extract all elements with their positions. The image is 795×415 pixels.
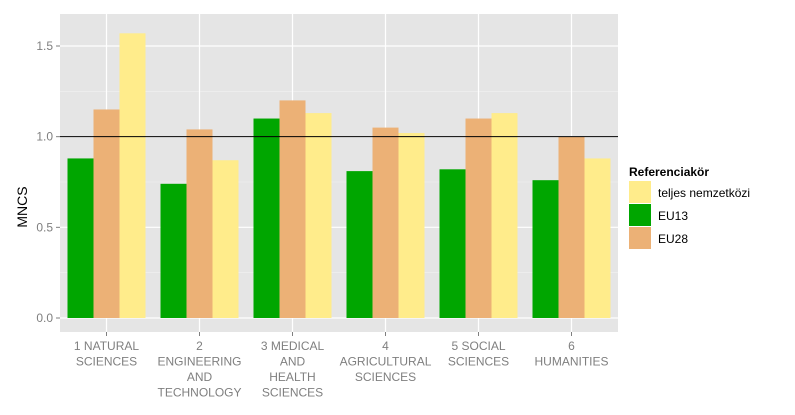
- bar-teljes-nemzetközi-5: [491, 113, 518, 319]
- bar-eu28-1: [93, 109, 120, 318]
- y-tick-label: 1.5: [36, 39, 53, 53]
- bar-eu28-2: [186, 129, 213, 318]
- y-tick-label: 0.0: [36, 311, 53, 325]
- bar-eu28-6: [558, 136, 585, 318]
- x-category-label: 6 HUMANITIES: [534, 339, 608, 369]
- x-category-label-line: 3 MEDICAL: [261, 339, 325, 353]
- x-category-label-line: HUMANITIES: [534, 355, 608, 369]
- legend-label: EU28: [658, 232, 688, 246]
- x-category-label-line: SCIENCES: [448, 355, 509, 369]
- bar-teljes-nemzetközi-3: [305, 113, 332, 319]
- legend-label: EU13: [658, 209, 688, 223]
- x-category-label-line: 5 SOCIAL: [451, 339, 505, 353]
- bars: [67, 33, 611, 319]
- x-category-label-line: AND: [280, 355, 306, 369]
- legend-key-eu28: [629, 227, 651, 249]
- x-category-label-line: SCIENCES: [355, 370, 416, 384]
- y-tick-label: 0.5: [36, 220, 53, 234]
- x-category-label-line: SCIENCES: [262, 386, 323, 400]
- x-category-label-line: AND: [187, 370, 213, 384]
- bar-eu28-4: [372, 127, 399, 318]
- x-category-label-line: 4: [382, 339, 389, 353]
- y-axis-title: MNCS: [14, 186, 30, 227]
- y-axis: 0.0 0.5 1.0 1.5: [36, 39, 60, 325]
- x-category-label: 5 SOCIAL SCIENCES: [448, 339, 509, 369]
- x-category-label: 2 ENGINEERING AND TECHNOLOGY: [157, 339, 241, 400]
- x-category-label: 3 MEDICAL AND HEALTH SCIENCES: [261, 339, 325, 400]
- bar-eu13-2: [160, 183, 187, 318]
- x-category-label-line: SCIENCES: [76, 355, 137, 369]
- bar-eu28-3: [279, 100, 306, 319]
- bar-eu13-6: [532, 180, 559, 318]
- bar-teljes-nemzetközi-2: [212, 160, 239, 318]
- bar-teljes-nemzetközi-4: [398, 133, 425, 318]
- x-category-label: 4 AGRICULTURAL SCIENCES: [340, 339, 432, 384]
- y-tick-label: 1.0: [36, 130, 53, 144]
- legend-key-eu13: [629, 204, 651, 226]
- bar-teljes-nemzetközi-1: [119, 33, 146, 318]
- bar-eu28-5: [465, 118, 492, 319]
- x-category-label-line: 6: [568, 339, 575, 353]
- x-category-label-line: 1 NATURAL: [74, 339, 139, 353]
- plot-background: [60, 14, 618, 332]
- bar-teljes-nemzetközi-6: [584, 158, 611, 318]
- x-category-label-line: AGRICULTURAL: [340, 355, 432, 369]
- legend-title: Referenciakör: [629, 165, 709, 179]
- bar-eu13-3: [253, 118, 280, 319]
- legend-key-teljes-nemzetközi: [629, 181, 651, 203]
- bar-eu13-1: [67, 158, 94, 318]
- x-category-label: 1 NATURAL SCIENCES: [74, 339, 139, 369]
- legend-label: teljes nemzetközi: [658, 186, 750, 200]
- legend: Referenciakör teljes nemzetközi EU13 EU28: [629, 165, 750, 249]
- x-category-label-line: 2: [196, 339, 203, 353]
- x-category-label-line: TECHNOLOGY: [157, 386, 241, 400]
- x-category-label-line: ENGINEERING: [157, 355, 241, 369]
- x-category-label-line: HEALTH: [269, 370, 315, 384]
- bar-eu13-4: [346, 171, 373, 318]
- bar-eu13-5: [439, 169, 466, 318]
